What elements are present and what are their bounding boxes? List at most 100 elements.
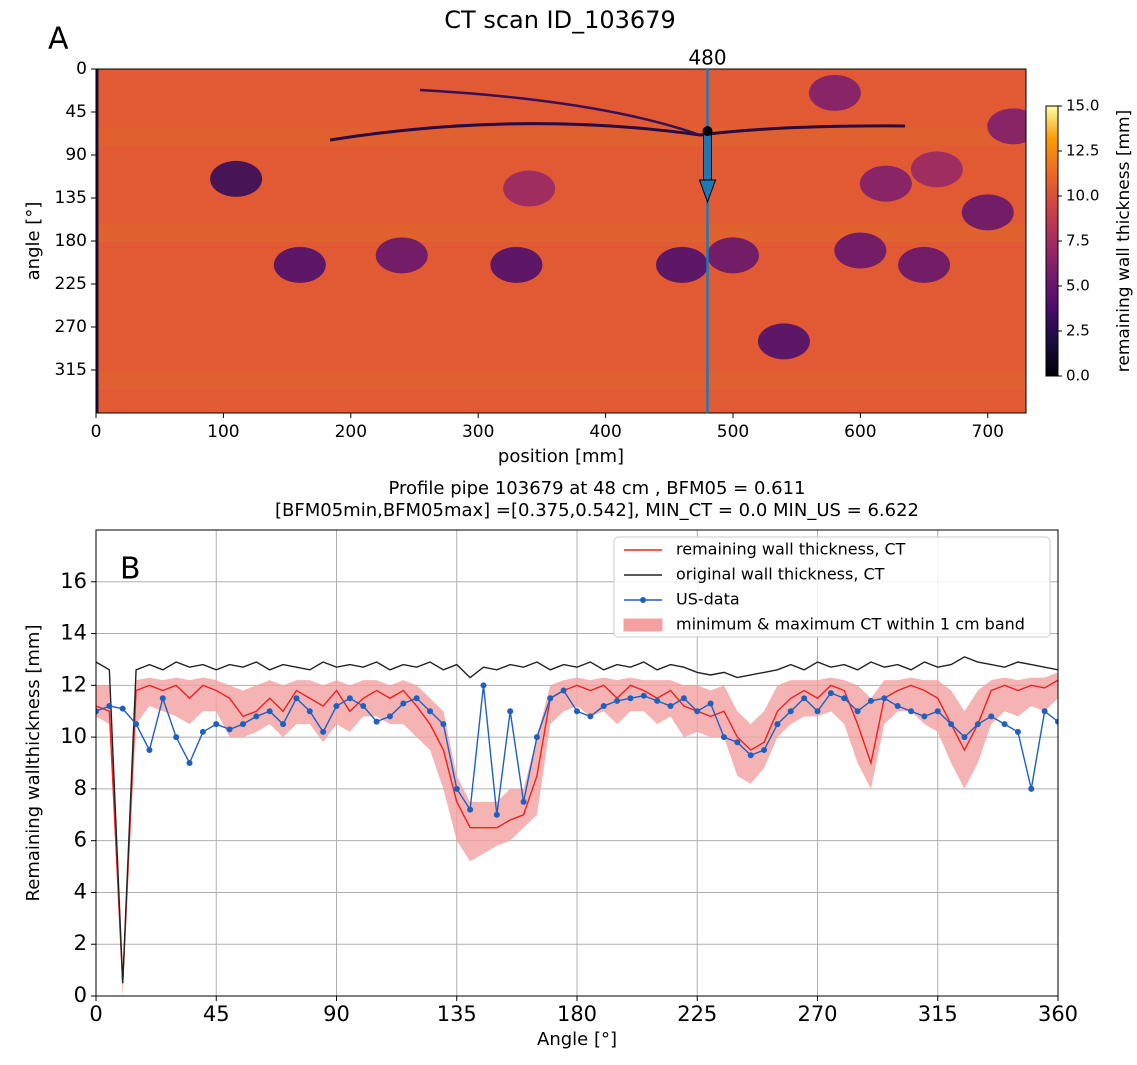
us-point [827,690,834,697]
y-tick-label: 0 [74,983,87,1007]
us-point [908,708,915,715]
us-point [587,713,594,720]
y-tick-label: 270 [55,317,87,337]
colorbar-tick-label: 10.0 [1066,187,1099,205]
legend-label: remaining wall thickness, CT [676,540,906,559]
us-point [934,708,941,715]
us-point [988,713,995,720]
y-axis-label: Remaining wallthickness [mm] [23,625,44,902]
colorbar-tick-label: 0.0 [1066,367,1090,385]
arrow-shaft [703,130,713,181]
texture-band [96,371,1026,390]
us-point [96,708,99,715]
us-point [654,697,661,704]
y-tick-label: 14 [60,621,87,645]
x-tick-label: 90 [323,1002,350,1026]
marker-point [702,126,713,137]
us-point [159,695,166,702]
us-point [801,695,808,702]
us-point [360,703,367,710]
legend-label: minimum & maximum CT within 1 cm band [676,615,1025,634]
marker-label: 480 [688,46,726,70]
us-point [520,798,527,805]
us-point [386,713,393,720]
min-max-band [96,672,1058,996]
us-point [346,695,353,702]
ct-line [96,656,1058,984]
arrow-head [698,179,717,204]
panel-label: A [48,22,69,57]
us-point [199,728,206,735]
us-point [306,708,313,715]
low-thickness-spot [273,246,326,283]
x-tick-label: 400 [589,422,621,442]
crack [329,122,906,142]
us-point [413,695,420,702]
us-point [106,703,113,710]
us-point [213,721,220,728]
us-point [1055,718,1058,725]
x-tick-label: 135 [437,1002,477,1026]
us-point [1001,721,1008,728]
y-tick-label: 90 [65,145,87,165]
x-tick-label: 200 [335,422,367,442]
y-tick-label: 10 [60,724,87,748]
us-point [881,695,888,702]
y-tick-label: 0 [76,59,87,79]
us-point [640,692,647,699]
us-point [560,687,567,694]
colorbar-label: remaining wall thickness [mm] [1114,110,1134,373]
low-thickness-spot [808,74,861,111]
us-point [293,695,300,702]
x-tick-label: 600 [844,422,876,442]
us-point [547,695,554,702]
legend-swatch [623,618,663,632]
legend-box [613,536,1051,638]
x-tick-label: 270 [797,1002,837,1026]
y-tick-label: 135 [55,188,87,208]
us-point [320,728,327,735]
us-point [266,708,273,715]
us-point [921,713,928,720]
low-thickness-spot [656,246,709,283]
low-thickness-spot [859,165,912,202]
us-point [614,697,621,704]
legend-label: original wall thickness, CT [676,565,885,584]
us-point [280,721,287,728]
us-point [707,700,714,707]
texture-band [96,127,1026,146]
x-tick-label: 315 [918,1002,958,1026]
us-point [119,705,126,712]
us-point [948,721,955,728]
crack [419,88,701,137]
x-axis-label: Angle [°] [537,1029,617,1050]
low-thickness-spot [490,246,543,283]
us-point [333,703,340,710]
texture-band [96,223,1026,242]
ct-line [96,679,1058,984]
low-thickness-spot [910,151,963,188]
us-point [146,747,153,754]
low-thickness-spot [961,194,1014,231]
us-point [574,708,580,715]
us-point [427,708,434,715]
us-point [961,734,968,741]
y-tick-label: 8 [74,776,87,800]
low-thickness-spot [898,246,951,283]
low-thickness-spot [503,170,556,207]
us-point [841,695,848,702]
colorbar-tick-label: 5.0 [1066,277,1090,295]
us-point [787,708,794,715]
us-point [533,734,540,741]
y-tick-label: 180 [55,231,87,251]
x-tick-label: 100 [207,422,239,442]
y-tick-label: 45 [65,102,87,122]
us-point [173,734,180,741]
x-axis-label: position [mm] [498,446,624,467]
us-point [600,703,607,710]
y-axis-label: angle [°] [23,202,44,281]
us-point [133,721,140,728]
y-tick-label: 315 [55,360,87,380]
panel-label: B [120,552,141,587]
